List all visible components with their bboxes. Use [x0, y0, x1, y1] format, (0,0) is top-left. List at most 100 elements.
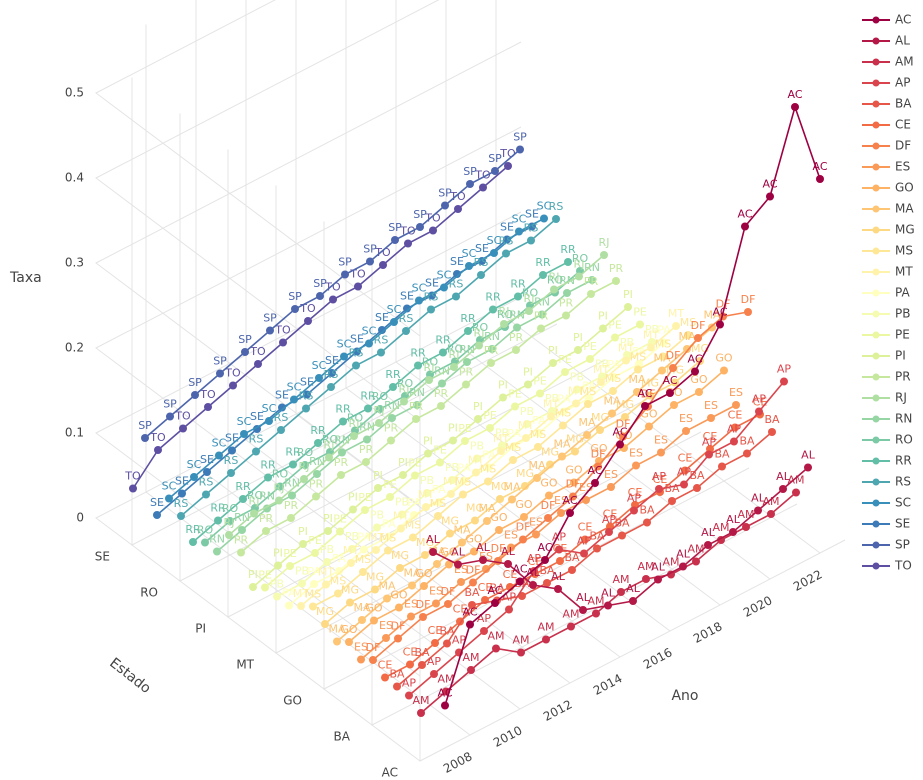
point-label: AC [762, 178, 777, 191]
point [630, 506, 638, 515]
legend-label: RS [895, 475, 911, 489]
point-label: PR [609, 262, 624, 275]
z-axis-title: Taxa [9, 270, 42, 286]
point [457, 578, 465, 586]
point [731, 423, 739, 432]
point [204, 403, 212, 411]
point [594, 462, 602, 471]
point [438, 379, 446, 388]
point-label: SP [263, 312, 277, 325]
point [610, 373, 618, 381]
point-label: SE [200, 453, 214, 466]
point-label: PR [334, 456, 349, 469]
point [549, 359, 557, 367]
point-label: RS [374, 334, 389, 347]
point [413, 401, 421, 409]
point-label: SE [325, 354, 339, 367]
point-label: BA [564, 551, 580, 564]
point-label: PE [408, 457, 422, 470]
point [372, 546, 380, 554]
point-label: RR [285, 446, 301, 459]
legend-dot [872, 226, 880, 234]
grid-line [195, 0, 521, 710]
point [411, 471, 419, 480]
point [642, 575, 650, 583]
legend-dot [872, 478, 880, 486]
point-label: BA [764, 413, 780, 426]
point [363, 435, 371, 444]
point [393, 682, 401, 691]
point [240, 430, 248, 438]
point [641, 402, 649, 410]
point-label: SE [150, 496, 164, 509]
point [492, 644, 500, 653]
point-label: AL [701, 526, 716, 539]
point-label: RR [560, 243, 576, 256]
point-label: RJ [274, 482, 285, 495]
point [593, 544, 601, 553]
point [705, 450, 713, 459]
point-label: AM [662, 556, 679, 569]
point [324, 527, 332, 535]
point-label: PE [608, 319, 622, 332]
point-label: RJ [224, 516, 235, 529]
point-label: SP [213, 355, 227, 368]
point-label: MT [343, 544, 359, 557]
point [488, 345, 496, 353]
point [708, 323, 716, 332]
point-label: AM [562, 608, 579, 621]
point-label: AL [626, 582, 641, 595]
point-label: SE [300, 376, 314, 389]
point [543, 579, 551, 587]
point [414, 361, 422, 370]
point [288, 491, 296, 500]
point [645, 422, 653, 431]
point-label: PI [623, 288, 633, 301]
point [622, 356, 630, 365]
point [459, 490, 467, 499]
point [655, 485, 663, 493]
point-label: DF [366, 641, 381, 654]
legend-dot [872, 436, 880, 444]
point [415, 296, 423, 305]
legend-label: AC [895, 13, 911, 27]
point [322, 580, 330, 589]
point [285, 601, 293, 610]
point [547, 412, 555, 421]
series: BABABABABABABABABABABABABABABABA [389, 413, 780, 691]
point-label: AM [537, 621, 554, 634]
point [298, 579, 306, 588]
point [384, 546, 392, 555]
point [429, 548, 437, 556]
point-label: DF [741, 293, 756, 306]
point [396, 564, 404, 572]
point-label: SP [388, 221, 402, 234]
point-label: DF [641, 388, 656, 401]
point-label: AM [787, 474, 804, 487]
point-label: CE [378, 659, 393, 672]
point-label: RR [510, 278, 526, 291]
point [362, 458, 370, 466]
point-label: RJ [574, 258, 585, 271]
point [313, 470, 321, 478]
point-label: SP [163, 398, 177, 411]
point [469, 578, 477, 587]
point [225, 531, 233, 539]
y-tick-label: SE [95, 550, 110, 564]
point [323, 558, 331, 566]
point-label: AC [637, 387, 652, 400]
point [275, 496, 283, 505]
point-label: PI [373, 469, 383, 482]
point [314, 439, 322, 447]
point [504, 560, 512, 568]
point-label: AC [487, 584, 502, 597]
legend-label: PA [895, 286, 910, 300]
grid-line [145, 24, 471, 736]
point-label: SC [412, 282, 427, 295]
point [563, 289, 571, 297]
point-label: MT [643, 329, 659, 342]
point [540, 214, 548, 223]
point [552, 215, 560, 223]
y-tick-label: AC [382, 766, 398, 780]
legend-dot [872, 163, 880, 171]
